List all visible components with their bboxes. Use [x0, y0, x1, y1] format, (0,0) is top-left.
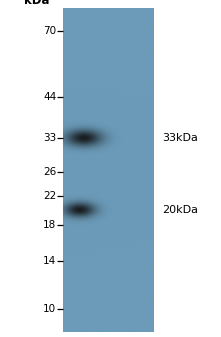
Text: 18: 18 [43, 220, 56, 230]
Text: 44: 44 [43, 92, 56, 102]
Text: 22: 22 [43, 191, 56, 201]
Text: 20kDa: 20kDa [162, 205, 198, 215]
Text: 70: 70 [43, 26, 56, 36]
Text: 26: 26 [43, 167, 56, 177]
Text: kDa: kDa [24, 0, 49, 7]
Text: 14: 14 [43, 256, 56, 266]
Text: 33kDa: 33kDa [162, 133, 198, 143]
Bar [63, 8, 154, 332]
Text: 10: 10 [43, 304, 56, 314]
Text: 33: 33 [43, 133, 56, 143]
